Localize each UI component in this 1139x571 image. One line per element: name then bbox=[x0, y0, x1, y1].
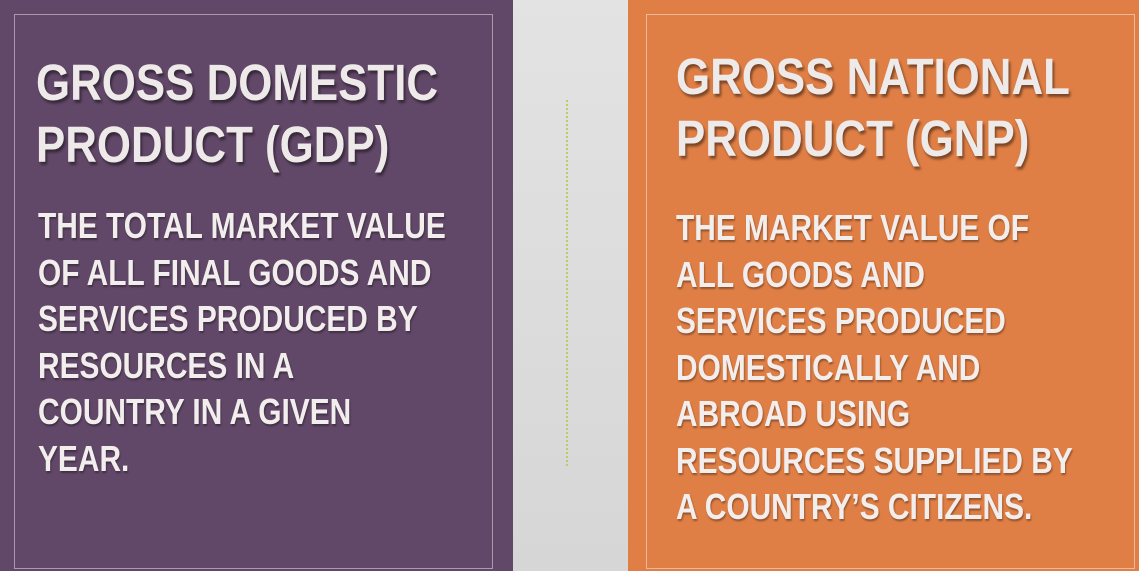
gdp-panel-frame bbox=[14, 14, 493, 569]
dotted-divider bbox=[566, 100, 568, 466]
gdp-title: GROSS DOMESTIC PRODUCT (GDP) bbox=[36, 54, 439, 173]
gnp-definition: THE MARKET VALUE OF ALL GOODS AND SERVIC… bbox=[676, 207, 1073, 527]
gdp-panel: GROSS DOMESTIC PRODUCT (GDP) THE TOTAL M… bbox=[0, 0, 513, 571]
gnp-panel: GROSS NATIONAL PRODUCT (GNP) THE MARKET … bbox=[628, 0, 1139, 571]
gnp-title: GROSS NATIONAL PRODUCT (GNP) bbox=[676, 48, 1070, 167]
gnp-panel-frame bbox=[646, 14, 1135, 569]
gdp-definition: THE TOTAL MARKET VALUE OF ALL FINAL GOOD… bbox=[38, 205, 446, 479]
